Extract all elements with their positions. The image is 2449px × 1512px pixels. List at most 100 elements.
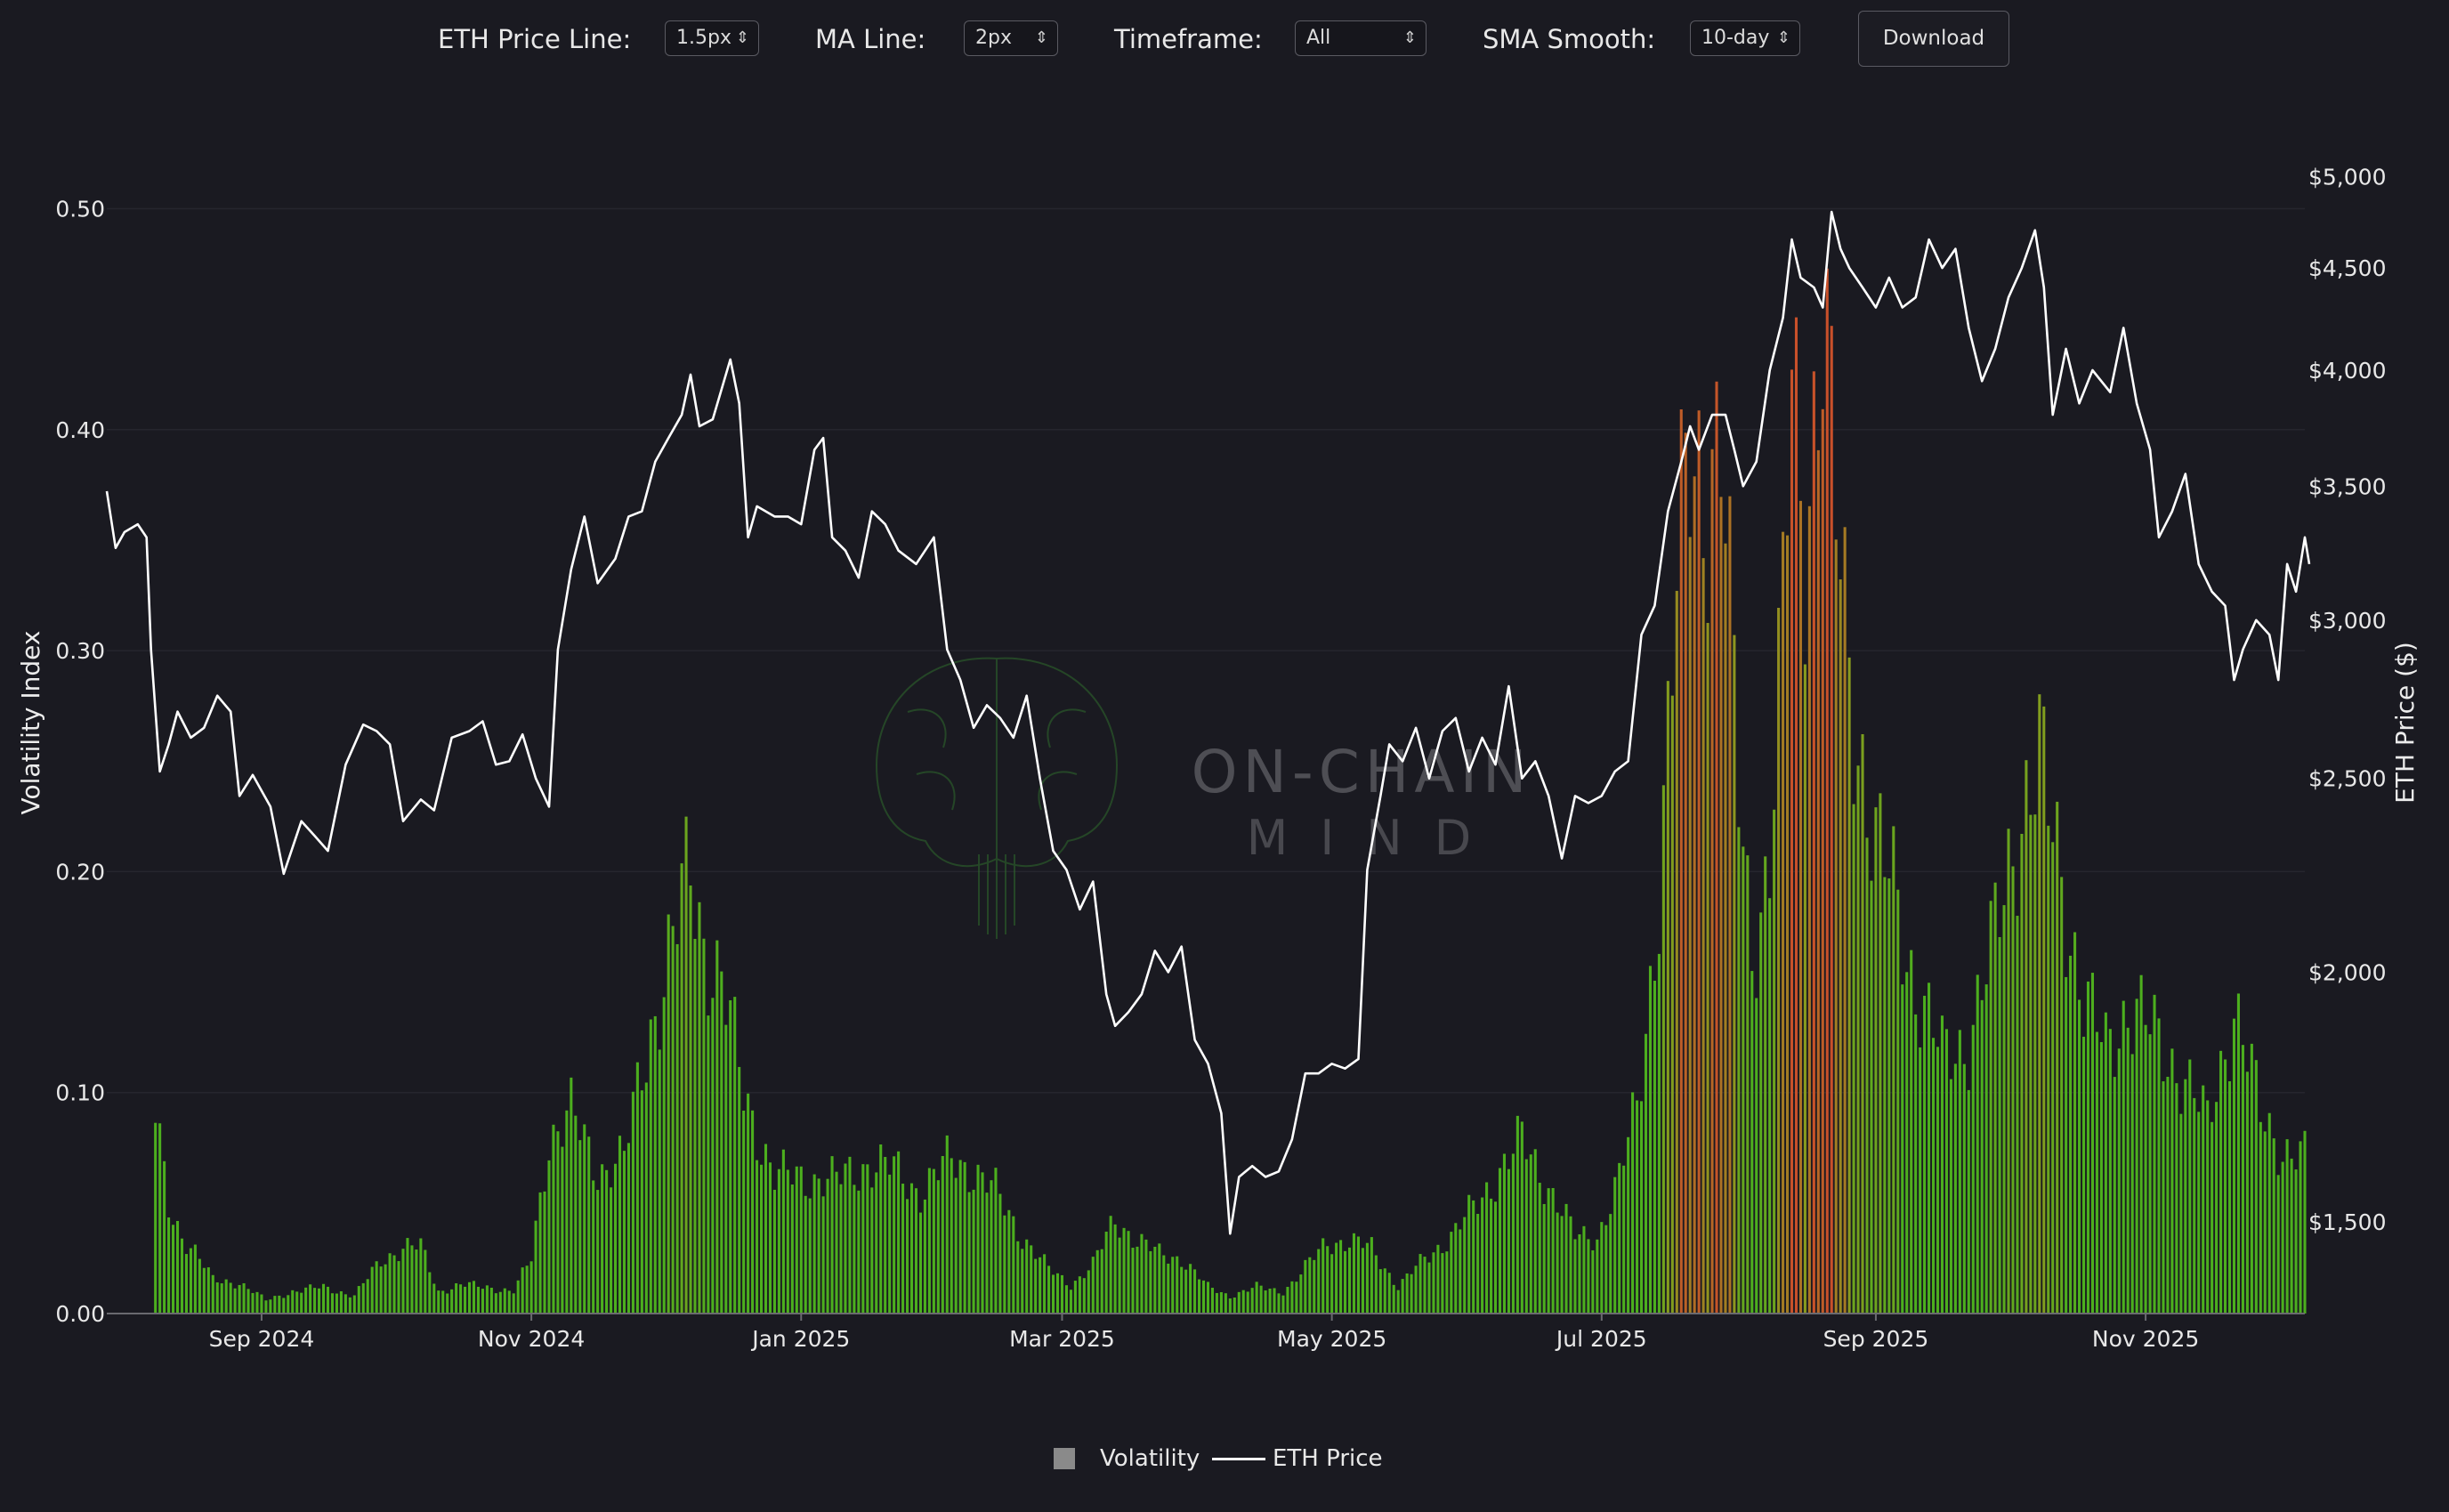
volatility-bar bbox=[1127, 1231, 1130, 1314]
volatility-bar bbox=[1940, 1015, 1944, 1314]
volatility-bar bbox=[1339, 1240, 1343, 1314]
volatility-bar bbox=[1693, 476, 1696, 1314]
volatility-bar bbox=[1679, 409, 1683, 1314]
eth-price-line-select[interactable]: 1.5px ⇕ bbox=[665, 20, 759, 56]
volatility-bar bbox=[592, 1180, 595, 1314]
volatility-bar bbox=[1467, 1194, 1471, 1314]
volatility-bar bbox=[1361, 1248, 1364, 1314]
volatility-bar bbox=[1237, 1291, 1241, 1314]
sma-smooth-label: SMA Smooth: bbox=[1483, 24, 1656, 54]
volatility-bar bbox=[1715, 381, 1718, 1314]
volatility-bar bbox=[247, 1289, 250, 1314]
volatility-bar bbox=[1131, 1248, 1135, 1314]
volatility-bar bbox=[574, 1115, 578, 1314]
volatility-bar bbox=[2081, 1036, 2086, 1314]
y-right-tick-label: $3,000 bbox=[2308, 608, 2386, 634]
volatility-bar bbox=[1511, 1153, 1515, 1314]
y-right-tick-label: $5,000 bbox=[2308, 164, 2386, 190]
volatility-bar bbox=[1587, 1239, 1590, 1314]
volatility-bar bbox=[357, 1286, 360, 1314]
watermark-text-line2: MIND bbox=[1247, 810, 1504, 866]
volatility-bar bbox=[1896, 889, 1900, 1314]
volatility-bar bbox=[154, 1122, 158, 1314]
volatility-bar bbox=[1675, 590, 1678, 1314]
volatility-bar bbox=[1189, 1264, 1192, 1314]
volatility-bar bbox=[1228, 1298, 1232, 1314]
eth-price-legend-label[interactable]: ETH Price bbox=[1273, 1445, 1383, 1472]
volatility-bar bbox=[1834, 539, 1838, 1314]
download-button[interactable]: Download bbox=[1858, 11, 2009, 67]
x-tick-label: May 2025 bbox=[1277, 1326, 1386, 1352]
volatility-bar bbox=[958, 1160, 962, 1314]
volatility-bar bbox=[1304, 1259, 1307, 1314]
volatility-bar bbox=[498, 1291, 502, 1314]
volatility-bar bbox=[1706, 622, 1709, 1314]
volatility-bar bbox=[1445, 1251, 1449, 1314]
volatility-bar bbox=[1153, 1246, 1157, 1314]
volatility-bar bbox=[1688, 537, 1692, 1314]
volatility-bar bbox=[2073, 932, 2077, 1314]
volatility-bar bbox=[1989, 901, 1992, 1314]
volatility-bar bbox=[631, 1091, 634, 1314]
volatility-bar bbox=[1843, 527, 1847, 1314]
volatility-bar bbox=[1998, 937, 2001, 1314]
timeframe-select[interactable]: All ⇕ bbox=[1295, 20, 1427, 56]
volatility-bar bbox=[1560, 1216, 1564, 1314]
volatility-bar bbox=[467, 1282, 472, 1314]
volatility-bar bbox=[1268, 1288, 1272, 1314]
volatility-bar bbox=[1241, 1290, 1245, 1314]
volatility-bar bbox=[601, 1164, 604, 1314]
volatility-bar bbox=[751, 1110, 755, 1314]
volatility-bar bbox=[1286, 1287, 1289, 1314]
volatility-bar bbox=[884, 1157, 887, 1314]
volatility-bar bbox=[384, 1264, 387, 1314]
volatility-bar bbox=[2219, 1050, 2223, 1314]
volatility-bar bbox=[1030, 1245, 1033, 1314]
sma-smooth-select[interactable]: 10-day ⇕ bbox=[1690, 20, 1800, 56]
volatility-bar bbox=[835, 1171, 838, 1314]
volatility-bar bbox=[2025, 760, 2028, 1314]
volatility-bar bbox=[2179, 1113, 2183, 1314]
volatility-bar bbox=[1670, 695, 1674, 1314]
volatility-bar bbox=[2211, 1121, 2214, 1314]
volatility-bar bbox=[172, 1225, 175, 1314]
volatility-bar bbox=[335, 1293, 338, 1314]
volatility-bar bbox=[1622, 1165, 1626, 1314]
volatility-bar bbox=[1118, 1237, 1121, 1314]
volatility-bar bbox=[300, 1292, 303, 1314]
volatility-bar bbox=[1007, 1209, 1011, 1314]
volatility-bar bbox=[812, 1174, 816, 1314]
volatility-bar bbox=[242, 1282, 246, 1314]
volatility-bar bbox=[1290, 1281, 1294, 1314]
volatility-bar bbox=[1944, 1029, 1948, 1314]
volatility-bar bbox=[967, 1192, 971, 1314]
volatility-bar bbox=[512, 1293, 515, 1314]
volatility-bar bbox=[985, 1193, 989, 1314]
volatility-legend-label[interactable]: Volatility bbox=[1100, 1445, 1200, 1472]
volatility-bar bbox=[1423, 1257, 1427, 1314]
volatility-bar bbox=[2056, 801, 2059, 1314]
volatility-bar bbox=[2117, 1048, 2121, 1314]
volatility-bar bbox=[538, 1192, 542, 1314]
volatility-bar bbox=[561, 1146, 564, 1314]
volatility-bar bbox=[1410, 1273, 1413, 1314]
volatility-bar bbox=[1794, 317, 1798, 1314]
volatility-legend-swatch[interactable] bbox=[1054, 1448, 1075, 1469]
volatility-bar bbox=[821, 1196, 825, 1314]
volatility-bar bbox=[1246, 1291, 1249, 1314]
eth-price-legend-swatch[interactable] bbox=[1212, 1458, 1265, 1460]
volatility-bar bbox=[644, 1082, 648, 1314]
volatility-bar bbox=[1949, 1079, 1952, 1314]
volatility-bar bbox=[1335, 1242, 1338, 1314]
volatility-bar bbox=[1210, 1288, 1214, 1314]
volatility-bar bbox=[1591, 1249, 1595, 1314]
volatility-bar bbox=[432, 1283, 436, 1314]
volatility-bar bbox=[1277, 1293, 1281, 1314]
y-left-tick-label: 0.10 bbox=[55, 1080, 105, 1106]
ma-line-select[interactable]: 2px ⇕ bbox=[964, 20, 1058, 56]
volatility-bar bbox=[428, 1272, 432, 1314]
volatility-bar bbox=[1657, 953, 1661, 1314]
volatility-bar bbox=[1976, 974, 1979, 1314]
volatility-bar bbox=[1493, 1201, 1498, 1314]
volatility-bar bbox=[556, 1131, 560, 1314]
